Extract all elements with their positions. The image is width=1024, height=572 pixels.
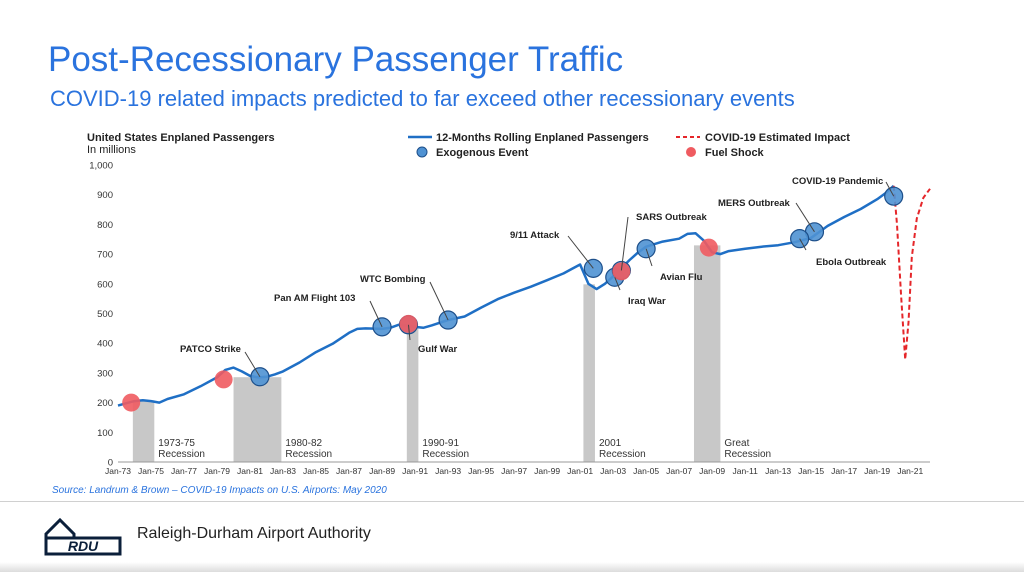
- y-tick-label: 900: [97, 190, 113, 201]
- x-tick-label: Jan-15: [798, 466, 824, 476]
- page-title: Post-Recessionary Passenger Traffic: [48, 40, 624, 79]
- event-label: COVID-19 Pandemic: [792, 176, 883, 187]
- event-label: Pan AM Flight 103: [274, 293, 355, 304]
- legend-fuel-swatch: [686, 147, 696, 157]
- y-tick-label: 500: [97, 309, 113, 320]
- annotation-leader: [795, 202, 815, 233]
- x-tick-label: Jan-21: [897, 466, 923, 476]
- x-tick-label: Jan-73: [105, 466, 131, 476]
- x-tick-label: Jan-01: [567, 466, 593, 476]
- annotation-leader: [429, 281, 449, 321]
- x-tick-label: Jan-11: [732, 466, 758, 476]
- chart-axes: 0 100 200 300 400 500 600 700 800 900 1,000 Jan-73 J…: [89, 161, 930, 476]
- x-tick-label: Jan-91: [402, 466, 428, 476]
- annotation-leader: [620, 216, 629, 271]
- x-tick-label: Jan-19: [864, 466, 890, 476]
- legend-event-swatch: [416, 146, 428, 158]
- y-tick-label: 100: [97, 428, 113, 439]
- x-tick-label: Jan-95: [468, 466, 494, 476]
- recession-bar: [693, 245, 721, 462]
- y-tick-label: 600: [97, 279, 113, 290]
- fuel-shock-point: [122, 393, 141, 412]
- event-label: Ebola Outbreak: [816, 257, 887, 268]
- event-label: SARS Outbreak: [636, 212, 707, 223]
- event-label: MERS Outbreak: [718, 198, 791, 209]
- x-tick-label: Jan-99: [534, 466, 560, 476]
- covid-estimate-line: [892, 185, 931, 360]
- recession-bar: [233, 377, 282, 462]
- legend-label-covid: COVID-19 Estimated Impact: [705, 132, 850, 144]
- fuel-shock-point: [699, 238, 718, 257]
- footer-divider: [0, 501, 1024, 502]
- plot-area: [117, 184, 931, 407]
- x-tick-label: Jan-05: [633, 466, 659, 476]
- event-label: Avian Flu: [660, 272, 703, 283]
- y-tick-label: 0: [108, 458, 113, 469]
- legend-label-fuel: Fuel Shock: [705, 147, 765, 159]
- annotation-leader: [567, 235, 594, 269]
- recession-label: 2001 Recession: [599, 438, 646, 460]
- x-tick-label: Jan-97: [501, 466, 527, 476]
- organization-name: Raleigh-Durham Airport Authority: [137, 525, 371, 542]
- recession-bars: 1973-75 Recession 1980-82 Recession 1990-91 R…: [132, 245, 771, 462]
- x-tick-label: Jan-17: [831, 466, 857, 476]
- x-tick-label: Jan-03: [600, 466, 626, 476]
- event-annotations: PATCO Strike Pan AM Flight 103 Gulf War WTC…: [180, 176, 895, 378]
- recession-label: 1973-75 Recession: [158, 438, 205, 460]
- x-tick-label: Jan-87: [336, 466, 362, 476]
- annotation-leader: [244, 351, 261, 378]
- annotation-leader: [369, 300, 383, 328]
- annotation-leader: [645, 248, 653, 267]
- recession-bar: [583, 284, 595, 462]
- x-tick-label: Jan-89: [369, 466, 395, 476]
- y-tick-label: 700: [97, 250, 113, 261]
- event-label: Gulf War: [418, 344, 458, 355]
- event-label: 9/11 Attack: [510, 230, 560, 241]
- passenger-series-line: [117, 184, 895, 407]
- annotation-leader: [614, 277, 621, 291]
- recession-label: 1980-82 Recession: [285, 438, 332, 460]
- y-tick-label: 400: [97, 339, 113, 350]
- event-label: Iraq War: [628, 296, 666, 307]
- x-tick-label: Jan-75: [138, 466, 164, 476]
- x-tick-label: Jan-13: [765, 466, 791, 476]
- fuel-shock-point: [214, 370, 233, 389]
- logo-frame: [44, 536, 122, 556]
- chart-title: United States Enplaned Passengers: [87, 132, 275, 144]
- y-tick-label: 300: [97, 368, 113, 379]
- x-tick-label: Jan-83: [270, 466, 296, 476]
- recession-label: 1990-91 Recession: [422, 438, 469, 460]
- logo-text: RDU: [68, 538, 99, 554]
- y-tick-label: 1,000: [89, 161, 113, 172]
- y-tick-label: 200: [97, 398, 113, 409]
- event-label: WTC Bombing: [360, 274, 426, 285]
- recession-bar: [406, 326, 419, 462]
- annotation-leader: [799, 238, 807, 251]
- recession-label: Great Recession: [724, 438, 771, 460]
- y-tick-label: 800: [97, 220, 113, 231]
- legend-label-event: Exogenous Event: [436, 147, 529, 159]
- event-markers: [122, 186, 904, 412]
- fuel-shock-point: [399, 314, 418, 333]
- source-note: Source: Landrum & Brown – COVID-19 Impac…: [52, 485, 387, 496]
- bottom-bar: [0, 562, 1024, 572]
- x-tick-label: Jan-77: [171, 466, 197, 476]
- annotation-leader: [885, 181, 895, 197]
- recession-bar: [132, 400, 155, 462]
- x-tick-label: Jan-09: [699, 466, 725, 476]
- fuel-shock-point: [612, 262, 631, 281]
- passenger-chart: United States Enplaned Passengers In mil…: [52, 132, 931, 496]
- legend-label-passengers: 12-Months Rolling Enplaned Passengers: [436, 132, 649, 144]
- x-tick-label: Jan-85: [303, 466, 329, 476]
- x-tick-label: Jan-79: [204, 466, 230, 476]
- page-subtitle: COVID-19 related impacts predicted to fa…: [50, 86, 795, 111]
- x-tick-label: Jan-07: [666, 466, 692, 476]
- event-label: PATCO Strike: [180, 344, 241, 355]
- annotation-leader: [407, 324, 411, 341]
- x-tick-label: Jan-93: [435, 466, 461, 476]
- chart-units: In millions: [87, 144, 136, 156]
- x-tick-label: Jan-81: [237, 466, 263, 476]
- chart-legend: 12-Months Rolling Enplaned Passengers Ex…: [408, 132, 850, 159]
- rdu-logo: RDU: [44, 517, 122, 556]
